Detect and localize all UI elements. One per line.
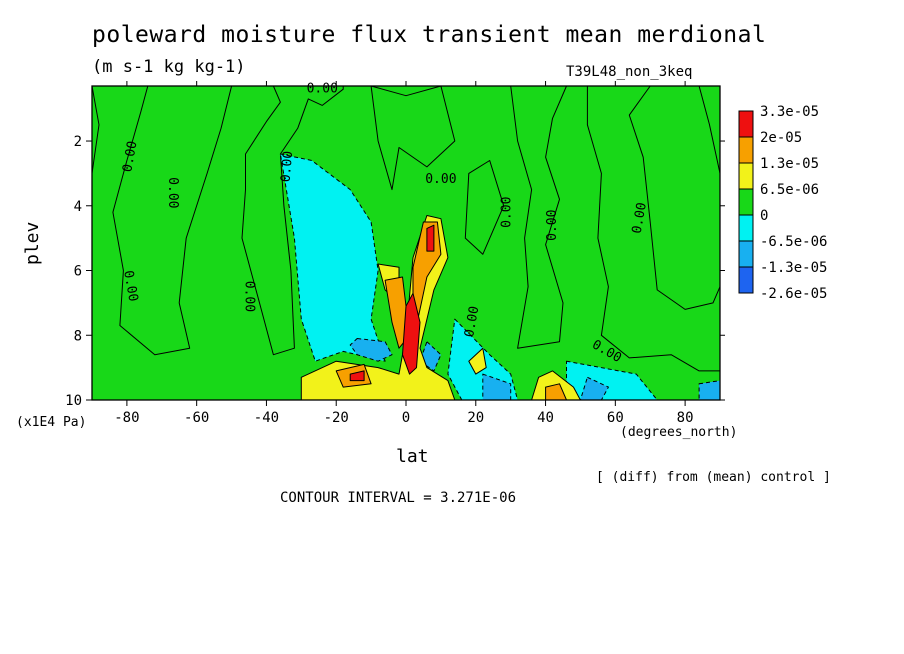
x-units-label: (degrees_north): [620, 425, 738, 440]
contour-label-5: 0.00: [307, 81, 338, 96]
contour-region-6: [510, 85, 567, 349]
y-tick-label-1: 4: [74, 199, 82, 215]
x-tick-label-6: 40: [537, 410, 554, 426]
contour-region-11: [349, 338, 393, 362]
y-tick-label-3: 8: [74, 328, 82, 344]
x-tick-label-4: 0: [402, 410, 410, 426]
contour-region-15: [698, 380, 721, 401]
legend-swatch-3: [738, 188, 754, 216]
contour-region-3: [279, 153, 386, 362]
contour-region-24: [402, 292, 421, 375]
legend-label-4: 0: [760, 208, 768, 224]
y-tick-label-2: 6: [74, 264, 82, 280]
contour-region-0: [91, 85, 233, 356]
legend-swatch-2: [738, 162, 754, 190]
x-tick-label-1: -60: [184, 410, 209, 426]
x-tick-label-5: 20: [467, 410, 484, 426]
contour-label-10: 0.00: [462, 305, 482, 338]
legend-swatch-6: [738, 266, 754, 294]
x-tick-label-3: -20: [324, 410, 349, 426]
contour-label-1: 0.00: [165, 177, 180, 208]
legend-swatch-0: [738, 110, 754, 138]
contour-label-2: 0.00: [120, 269, 140, 302]
y-scale-note: (x1E4 Pa): [16, 415, 87, 430]
contour-region-25: [426, 224, 435, 252]
x-tick-label-2: -40: [254, 410, 279, 426]
contour-label-6: 0.00: [425, 172, 456, 187]
contour-interval: CONTOUR INTERVAL = 3.271E-06: [280, 490, 517, 506]
legend-swatch-1: [738, 136, 754, 164]
x-tick-label-0: -80: [114, 410, 139, 426]
x-axis-label: lat: [396, 446, 429, 467]
legend-label-6: -1.3e-05: [760, 260, 827, 276]
contour-label-8: 0.00: [545, 210, 560, 241]
x-tick-label-8: 80: [677, 410, 694, 426]
contour-region-5: [464, 160, 505, 255]
y-tick-label-4: 10: [65, 393, 82, 409]
contour-region-26: [349, 370, 365, 382]
chart-title: poleward moisture flux transient mean me…: [92, 22, 767, 48]
contour-region-4: [370, 85, 456, 191]
legend-label-0: 3.3e-05: [760, 104, 819, 120]
contour-region-18: [468, 347, 487, 375]
legend-label-2: 1.3e-05: [760, 156, 819, 172]
y-tick-label-0: 2: [74, 134, 82, 150]
contour-label-3: 0.00: [242, 281, 257, 312]
experiment-label: T39L48_non_3keq: [566, 64, 693, 80]
contour-region-2: [231, 85, 344, 356]
legend-label-5: -6.5e-06: [760, 234, 827, 250]
legend-label-3: 6.5e-06: [760, 182, 819, 198]
contour-label-7: 0.00: [500, 197, 515, 228]
contour-label-4: 0.00: [279, 150, 297, 183]
chart-units: (m s-1 kg kg-1): [92, 57, 246, 77]
legend-label-7: -2.6e-05: [760, 286, 827, 302]
contour-label-9: 0.00: [630, 201, 650, 234]
x-tick-label-7: 60: [607, 410, 624, 426]
diff-note: [ (diff) from (mean) control ]: [596, 470, 831, 485]
legend-swatch-5: [738, 240, 754, 268]
legend-swatch-4: [738, 214, 754, 242]
contour-label-0: 0.00: [120, 140, 140, 173]
legend-label-1: 2e-05: [760, 130, 802, 146]
